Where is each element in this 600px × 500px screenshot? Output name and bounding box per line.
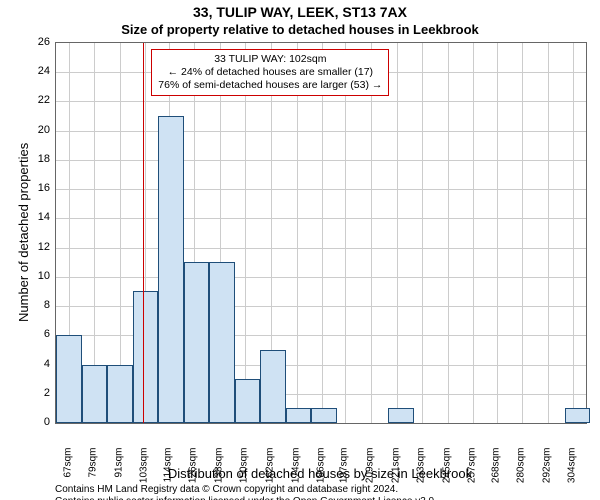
grid-line-h xyxy=(56,218,586,219)
grid-line-v xyxy=(422,43,423,423)
x-tick-label: 304sqm xyxy=(567,448,578,488)
grid-line-v xyxy=(448,43,449,423)
histogram-bar xyxy=(107,365,133,423)
reference-line xyxy=(143,43,144,423)
chart-plot-area: 33 TULIP WAY: 102sqm← 24% of detached ho… xyxy=(55,42,587,424)
x-tick-label: 91sqm xyxy=(113,448,124,488)
y-tick-label: 22 xyxy=(30,94,50,106)
histogram-bar xyxy=(158,116,184,423)
histogram-bar xyxy=(286,408,312,423)
grid-line-h xyxy=(56,277,586,278)
grid-line-v xyxy=(297,43,298,423)
x-tick-label: 221sqm xyxy=(390,448,401,488)
histogram-bar xyxy=(235,379,261,423)
info-box-line: 33 TULIP WAY: 102sqm xyxy=(158,53,382,66)
footer-line-2: Contains public sector information licen… xyxy=(55,496,437,500)
x-tick-label: 150sqm xyxy=(239,448,250,488)
y-tick-label: 16 xyxy=(30,182,50,194)
y-tick-label: 26 xyxy=(30,36,50,48)
x-tick-label: 280sqm xyxy=(516,448,527,488)
grid-line-h xyxy=(56,101,586,102)
histogram-bar xyxy=(133,291,159,423)
x-tick-label: 257sqm xyxy=(467,448,478,488)
y-tick-label: 0 xyxy=(30,416,50,428)
grid-line-v xyxy=(371,43,372,423)
y-tick-label: 10 xyxy=(30,270,50,282)
info-box-line: 76% of semi-detached houses are larger (… xyxy=(158,79,382,92)
grid-line-v xyxy=(345,43,346,423)
x-tick-label: 114sqm xyxy=(162,448,173,488)
y-tick-label: 4 xyxy=(30,358,50,370)
histogram-bar xyxy=(388,408,414,423)
grid-line-v xyxy=(497,43,498,423)
y-tick-label: 24 xyxy=(30,65,50,77)
grid-line-v xyxy=(322,43,323,423)
x-tick-label: 138sqm xyxy=(213,448,224,488)
histogram-bar xyxy=(82,365,108,423)
histogram-bar xyxy=(209,262,235,423)
grid-line-h xyxy=(56,189,586,190)
x-tick-label: 174sqm xyxy=(290,448,301,488)
grid-line-v xyxy=(397,43,398,423)
histogram-bar xyxy=(311,408,337,423)
chart-title-main: 33, TULIP WAY, LEEK, ST13 7AX xyxy=(0,4,600,20)
y-tick-label: 18 xyxy=(30,153,50,165)
x-tick-label: 67sqm xyxy=(62,448,73,488)
y-tick-label: 6 xyxy=(30,328,50,340)
y-tick-label: 20 xyxy=(30,124,50,136)
grid-line-v xyxy=(522,43,523,423)
grid-line-v xyxy=(245,43,246,423)
histogram-bar xyxy=(565,408,591,423)
grid-line-v xyxy=(548,43,549,423)
histogram-bar xyxy=(260,350,286,423)
grid-line-v xyxy=(573,43,574,423)
histogram-bar xyxy=(56,335,82,423)
x-tick-label: 103sqm xyxy=(139,448,150,488)
y-tick-label: 14 xyxy=(30,211,50,223)
y-tick-label: 2 xyxy=(30,387,50,399)
x-tick-label: 79sqm xyxy=(88,448,99,488)
x-tick-label: 268sqm xyxy=(490,448,501,488)
x-tick-label: 245sqm xyxy=(441,448,452,488)
grid-line-v xyxy=(473,43,474,423)
x-tick-label: 162sqm xyxy=(264,448,275,488)
info-box: 33 TULIP WAY: 102sqm← 24% of detached ho… xyxy=(151,49,389,96)
info-box-line: ← 24% of detached houses are smaller (17… xyxy=(158,66,382,79)
x-tick-label: 197sqm xyxy=(339,448,350,488)
x-tick-label: 126sqm xyxy=(188,448,199,488)
histogram-bar xyxy=(184,262,210,423)
y-axis-label: Number of detached properties xyxy=(16,143,31,322)
x-tick-label: 233sqm xyxy=(416,448,427,488)
grid-line-h xyxy=(56,248,586,249)
chart-title-sub: Size of property relative to detached ho… xyxy=(0,22,600,37)
x-tick-label: 292sqm xyxy=(541,448,552,488)
x-tick-label: 186sqm xyxy=(316,448,327,488)
x-tick-label: 209sqm xyxy=(365,448,376,488)
y-tick-label: 12 xyxy=(30,241,50,253)
grid-line-h xyxy=(56,160,586,161)
y-tick-label: 8 xyxy=(30,299,50,311)
grid-line-h xyxy=(56,131,586,132)
